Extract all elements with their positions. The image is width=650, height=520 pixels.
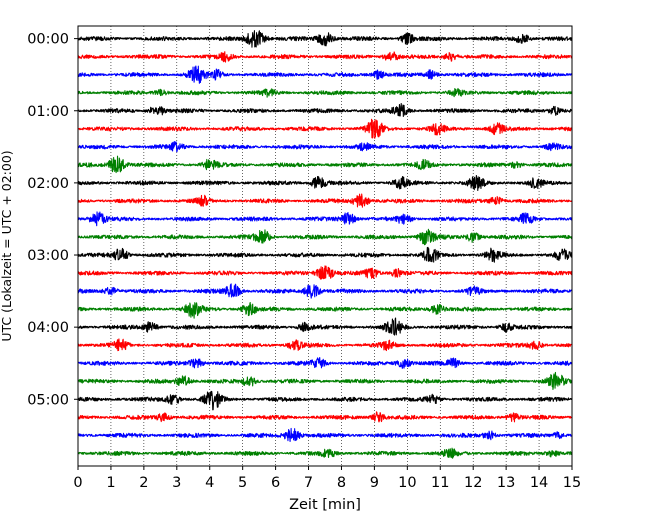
plot-frame — [77, 25, 573, 467]
x-tick-label: 7 — [304, 475, 313, 491]
trace-0415 — [77, 338, 573, 352]
x-tick-label: 1 — [106, 475, 115, 491]
trace-0100 — [77, 103, 573, 118]
y-tick-label: 01:00 — [27, 104, 69, 120]
y-axis: 00:00 01:00 02:00 03:00 04:00 05:00 — [27, 32, 78, 408]
trace-0500 — [77, 390, 573, 411]
trace-0300 — [77, 246, 573, 263]
x-tick-label: 11 — [431, 475, 449, 491]
x-tick-label: 3 — [172, 475, 181, 491]
x-tick-label: 4 — [205, 475, 214, 491]
trace-0215 — [77, 193, 573, 208]
x-tick-label: 13 — [497, 475, 515, 491]
y-tick-label: 03:00 — [27, 248, 69, 264]
trace-0130 — [77, 141, 573, 153]
traces — [77, 30, 573, 459]
trace-0530 — [77, 427, 573, 443]
trace-0445 — [77, 371, 573, 390]
trace-0315 — [77, 265, 573, 280]
x-tick-label: 0 — [73, 475, 82, 491]
trace-0400 — [77, 317, 573, 336]
trace-0115 — [77, 118, 573, 139]
trace-0245 — [77, 228, 573, 246]
trace-0330 — [77, 283, 573, 299]
y-tick-label: 00:00 — [27, 32, 69, 48]
x-tick-label: 14 — [530, 475, 548, 491]
x-tick-label: 10 — [398, 475, 416, 491]
x-tick-label: 5 — [238, 475, 247, 491]
trace-0345 — [77, 302, 573, 319]
x-tick-label: 12 — [464, 475, 482, 491]
x-tick-label: 9 — [370, 475, 379, 491]
trace-0030 — [77, 65, 573, 84]
y-tick-label: 02:00 — [27, 176, 69, 192]
trace-0000 — [77, 30, 573, 48]
x-axis-label: Zeit [min] — [289, 497, 361, 513]
x-tick-label: 8 — [337, 475, 346, 491]
x-axis: 0 1 2 3 4 5 6 7 8 9 10 11 12 13 14 15 — [73, 466, 581, 491]
trace-0015 — [77, 51, 573, 63]
trace-0200 — [77, 174, 573, 191]
y-axis-label: UTC (Lokalzeit = UTC + 02:00) — [0, 150, 14, 341]
x-tick-label: 15 — [563, 475, 581, 491]
x-tick-label: 6 — [271, 475, 280, 491]
trace-0045 — [77, 87, 573, 98]
trace-0430 — [77, 357, 573, 369]
y-tick-label: 05:00 — [27, 392, 69, 408]
trace-0545 — [77, 447, 573, 459]
trace-0145 — [77, 155, 573, 174]
y-tick-label: 04:00 — [27, 320, 69, 336]
x-tick-label: 2 — [139, 475, 148, 491]
trace-0230 — [77, 211, 573, 227]
trace-0515 — [77, 411, 573, 423]
